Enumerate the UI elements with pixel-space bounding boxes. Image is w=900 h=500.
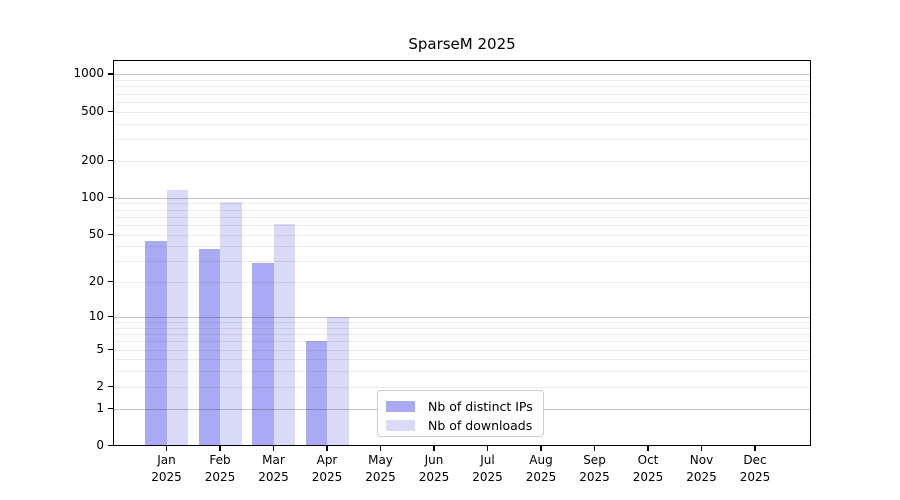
gridline-minor [114, 224, 810, 226]
gridline-minor [114, 234, 810, 236]
bar [166, 190, 188, 445]
y-tick-label: 500 [81, 103, 104, 118]
x-tickmark [593, 446, 596, 451]
bar [327, 317, 349, 445]
x-tickmark [486, 446, 489, 451]
x-tick-label: Jan 2025 [151, 453, 182, 484]
gridline-minor [114, 123, 810, 125]
x-tick-label: Feb 2025 [204, 453, 236, 484]
x-tickmark [379, 446, 382, 451]
gridline-minor [114, 86, 810, 88]
x-tick-label: Oct 2025 [632, 453, 664, 484]
bar [145, 241, 167, 445]
y-tickmark [108, 385, 113, 388]
x-tick-label: Nov 2025 [686, 453, 717, 484]
y-tick-label: 5 [96, 341, 104, 356]
gridline-minor [114, 111, 810, 113]
x-tick-label: Mar 2025 [258, 453, 289, 484]
x-tickmark [754, 446, 756, 451]
gridline-major [114, 317, 810, 319]
y-tickmark [108, 445, 113, 447]
legend-swatch-downloads [386, 420, 415, 431]
gridline-minor [114, 261, 810, 263]
gridline-minor [114, 160, 810, 162]
x-tick-label: Jul 2025 [472, 453, 503, 484]
legend-item-downloads: Nb of downloads [386, 417, 533, 434]
bar [305, 341, 327, 445]
bar [273, 224, 295, 445]
y-tick-label: 20 [88, 274, 104, 289]
y-tickmark [108, 316, 113, 318]
gridline-minor [114, 139, 810, 141]
y-tickmark [108, 73, 113, 75]
x-tick-label: Jun 2025 [418, 453, 450, 484]
gridline-minor [114, 334, 810, 336]
x-tick-label: Aug 2025 [525, 453, 557, 484]
gridline-minor [114, 322, 810, 324]
x-tickmark [219, 446, 221, 451]
legend: Nb of distinct IPs Nb of downloads [377, 390, 544, 437]
legend-swatch-distinct-ips [386, 401, 415, 412]
x-tick-label: Apr 2025 [311, 453, 343, 484]
y-tick-label: 10 [88, 309, 104, 324]
y-tickmark [108, 407, 113, 409]
legend-label: Nb of downloads [428, 418, 533, 433]
y-tickmark [108, 196, 113, 198]
gridline-minor [114, 371, 810, 373]
y-tick-label: 0 [96, 438, 104, 452]
gridline-minor [114, 246, 810, 248]
plot-area [113, 60, 811, 446]
gridline-minor [114, 209, 810, 211]
y-tick-label: 50 [88, 226, 104, 241]
y-tick-label: 1 [96, 400, 104, 415]
gridline-minor [114, 203, 810, 205]
x-tickmark [272, 446, 275, 451]
x-tick-label: Dec 2025 [739, 453, 771, 484]
y-tickmark [108, 281, 113, 283]
x-tickmark [326, 446, 328, 451]
gridline-minor [114, 282, 810, 284]
y-tick-label: 100 [81, 189, 104, 204]
y-tick-label: 1000 [73, 66, 104, 81]
x-tick-label: May 2025 [365, 453, 396, 484]
y-tick-label: 2 [96, 378, 104, 393]
gridline-major [114, 197, 810, 199]
bar [252, 263, 274, 445]
legend-item-distinct-ips: Nb of distinct IPs [386, 398, 533, 415]
bar [220, 202, 242, 445]
y-tickmark [108, 348, 113, 350]
x-tick-label: Sep 2025 [579, 453, 610, 484]
gridline-minor [114, 349, 810, 351]
x-tickmark [647, 446, 649, 451]
bar [198, 248, 220, 445]
x-tickmark [540, 446, 542, 451]
chart-title: SparseM 2025 [408, 35, 516, 53]
gridline-minor [114, 327, 810, 329]
gridline-minor [114, 359, 810, 361]
gridline-minor [114, 386, 810, 388]
y-tick-label: 200 [81, 152, 104, 167]
x-tickmark [433, 446, 435, 451]
y-tickmark [108, 110, 113, 112]
gridline-minor [114, 341, 810, 343]
gridline-minor [114, 216, 810, 218]
y-tickmark [108, 233, 113, 235]
gridline-minor [114, 80, 810, 82]
gridline-major [114, 74, 810, 76]
legend-label: Nb of distinct IPs [428, 399, 533, 414]
gridline-minor [114, 101, 810, 103]
x-tickmark [700, 446, 703, 451]
x-tickmark [165, 446, 168, 451]
gridline-minor [114, 93, 810, 95]
y-tickmark [108, 159, 113, 161]
